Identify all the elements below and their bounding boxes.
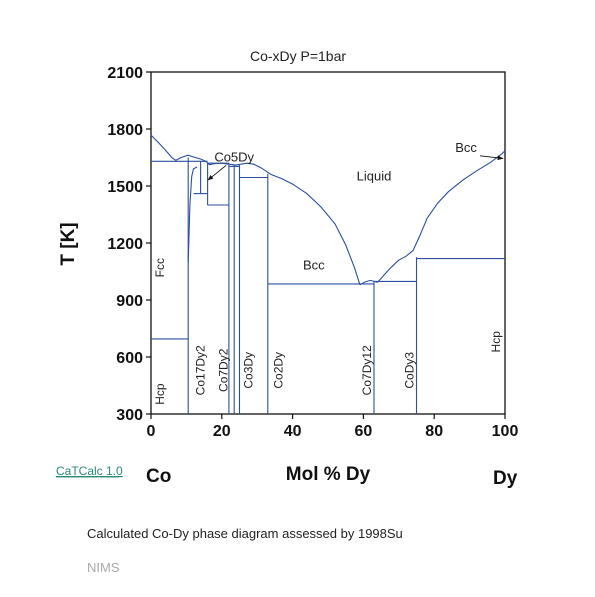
right-element-label: Dy: [493, 468, 518, 489]
figure-caption: Calculated Co-Dy phase diagram assessed …: [87, 526, 403, 541]
source-credit: NIMS: [87, 560, 120, 575]
x-tick-label: 80: [425, 423, 443, 440]
phase-label: Co2Dy: [271, 352, 285, 389]
axis-ticks: 0 20 40 60 80 100 300 600 900 1200 1500 1800 2100: [107, 65, 518, 440]
y-tick-label: 1500: [107, 179, 143, 196]
x-tick-label: 60: [355, 423, 373, 440]
x-tick-label: 0: [147, 423, 156, 440]
y-tick-label: 300: [116, 407, 143, 424]
phase-boundaries: [150, 134, 506, 414]
x-tick-label: 100: [492, 423, 519, 440]
boundary-liquidus-co-side: [150, 134, 361, 285]
y-tick-label: 600: [116, 350, 143, 367]
x-axis-label: Mol % Dy: [286, 464, 371, 485]
phase-label: Co7Dy12: [360, 345, 374, 395]
boundary-co17dy2-solvus-right: [187, 166, 198, 263]
phase-label: Hcp: [153, 383, 167, 405]
phase-label: Co17Dy2: [194, 345, 208, 395]
boundary-liquidus-dy-side: [377, 150, 506, 283]
y-tick-label: 900: [116, 293, 143, 310]
y-tick-label: 1800: [107, 122, 143, 139]
left-element-label: Co: [146, 466, 171, 487]
x-tick-label: 40: [284, 423, 302, 440]
phase-labels: Liquid Bcc Bcc Co5Dy Fcc Hcp Co17Dy2 Co7Dy2 Co3D…: [153, 140, 504, 405]
phase-label: Hcp: [489, 331, 503, 353]
phase-label: Co5Dy: [214, 149, 254, 164]
phase-label: Co3Dy: [241, 352, 255, 389]
phase-label: CoDy3: [402, 352, 416, 389]
chart-title: Co-xDy P=1bar: [250, 48, 346, 64]
y-tick-label: 2100: [107, 65, 143, 82]
phase-label: Co7Dy2: [217, 348, 231, 392]
pointer-arrow-head: [207, 175, 214, 181]
y-axis-label: T [K]: [58, 222, 79, 265]
phase-label: Fcc: [153, 258, 167, 277]
x-tick-label: 20: [213, 423, 231, 440]
phase-label: Liquid: [357, 168, 392, 183]
pointer-arrow-head: [497, 155, 504, 161]
y-tick-label: 1200: [107, 236, 143, 253]
phase-label: Bcc: [455, 140, 477, 155]
phase-label: Bcc: [303, 258, 325, 273]
software-brand-link[interactable]: CaTCalc 1.0: [56, 464, 123, 478]
